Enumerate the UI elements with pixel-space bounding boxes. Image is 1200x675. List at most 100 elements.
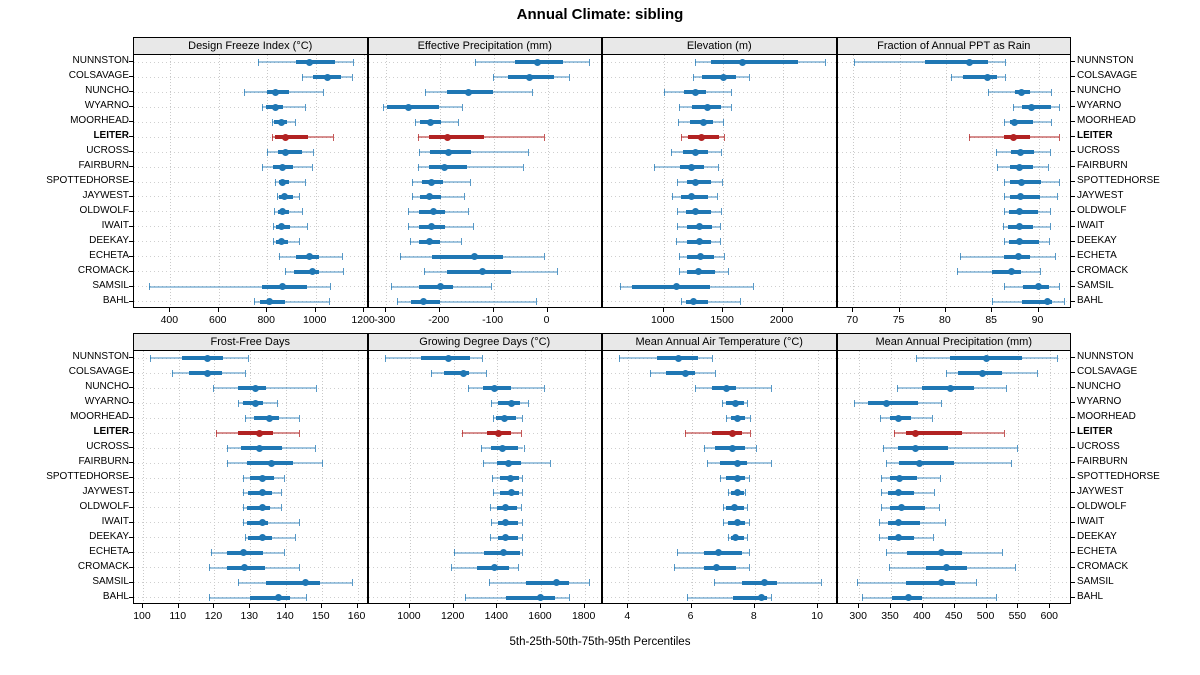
cap-5th: [678, 253, 680, 261]
station-label-right: WYARNO: [1077, 396, 1122, 408]
box-25-75: [704, 550, 743, 555]
cap-95th: [770, 384, 772, 392]
cap-95th: [739, 298, 741, 306]
cap-95th: [294, 534, 296, 542]
row-gridline: [603, 226, 836, 228]
x-tick-label: 1000: [302, 314, 327, 326]
cap-95th: [461, 238, 463, 246]
cap-95th: [1058, 133, 1060, 141]
median-dot: [1014, 253, 1022, 261]
cap-5th: [488, 579, 490, 587]
cap-5th: [880, 474, 882, 482]
median-dot: [279, 208, 287, 216]
x-gridline: [547, 55, 549, 307]
row-gridline: [368, 447, 601, 449]
cap-95th: [941, 399, 943, 407]
x-gridline: [267, 55, 269, 307]
median-dot: [507, 489, 515, 497]
cap-95th: [482, 354, 484, 362]
x-tick: [662, 308, 664, 312]
median-dot: [259, 489, 267, 497]
row-gridline: [134, 166, 367, 168]
station-tick-right: [1071, 151, 1075, 153]
station-tick-right: [1071, 300, 1075, 302]
station-label-left: FAIRBURN: [78, 456, 129, 468]
cap-95th: [1015, 564, 1017, 572]
median-dot: [733, 414, 741, 422]
cap-5th: [150, 354, 152, 362]
station-tick-right: [1071, 402, 1075, 404]
cap-5th: [400, 253, 402, 261]
station-tick-left: [129, 417, 133, 419]
station-label-left: BAHL: [102, 294, 129, 306]
row-gridline: [134, 151, 367, 153]
x-tick: [213, 604, 215, 608]
cap-95th: [298, 564, 300, 572]
x-tick: [438, 308, 440, 312]
median-dot: [279, 163, 287, 171]
median-dot: [534, 58, 542, 66]
median-dot: [490, 564, 498, 572]
box-25-75: [906, 550, 963, 555]
cap-95th: [521, 534, 523, 542]
station-label-right: UCROSS: [1077, 145, 1120, 157]
station-tick-left: [129, 566, 133, 568]
median-dot: [259, 534, 267, 542]
box-25-75: [246, 505, 270, 510]
cap-5th: [408, 208, 410, 216]
cap-95th: [569, 594, 571, 602]
median-dot: [278, 223, 286, 231]
box-25-75: [732, 595, 768, 600]
median-dot: [695, 268, 703, 276]
median-dot: [1016, 208, 1024, 216]
x-tick-label: 10: [811, 610, 823, 622]
cap-5th: [257, 58, 259, 66]
station-tick-left: [129, 195, 133, 197]
panel-plot-area: [836, 54, 1071, 308]
box-25-75: [418, 284, 454, 289]
row-gridline: [134, 196, 367, 198]
median-dot: [965, 58, 973, 66]
median-dot: [281, 148, 289, 156]
x-tick: [781, 308, 783, 312]
median-dot: [729, 444, 737, 452]
cap-95th: [1050, 118, 1052, 126]
median-dot: [895, 414, 903, 422]
x-tick-label: 130: [240, 610, 259, 622]
x-gridline: [178, 351, 180, 603]
row-gridline: [603, 241, 836, 243]
median-dot: [979, 369, 987, 377]
cap-5th: [418, 133, 420, 141]
median-dot: [732, 399, 740, 407]
station-label-left: SAMSIL: [92, 575, 129, 587]
x-tick-label: 600: [209, 314, 227, 326]
median-dot: [1015, 223, 1023, 231]
row-gridline: [134, 256, 367, 258]
cap-5th: [686, 594, 688, 602]
row-gridline: [837, 507, 1070, 509]
row-gridline: [603, 597, 836, 599]
median-dot: [720, 73, 728, 81]
median-dot: [279, 178, 287, 186]
median-dot: [427, 178, 435, 186]
cap-95th: [343, 268, 345, 276]
row-gridline: [837, 211, 1070, 213]
station-tick-right: [1071, 581, 1075, 583]
cap-5th: [212, 384, 214, 392]
median-dot: [700, 118, 708, 126]
median-dot: [942, 564, 950, 572]
cap-5th: [243, 474, 245, 482]
median-dot: [897, 504, 905, 512]
median-dot: [912, 429, 920, 437]
cap-5th: [489, 504, 491, 512]
station-label-right: IWAIT: [1077, 219, 1105, 231]
median-dot: [704, 103, 712, 111]
cap-5th: [425, 88, 427, 96]
box-25-75: [296, 60, 336, 65]
station-tick-left: [129, 240, 133, 242]
cap-95th: [491, 283, 493, 291]
cap-95th: [715, 369, 717, 377]
row-gridline: [603, 477, 836, 479]
median-dot: [1017, 193, 1025, 201]
median-dot: [730, 504, 738, 512]
